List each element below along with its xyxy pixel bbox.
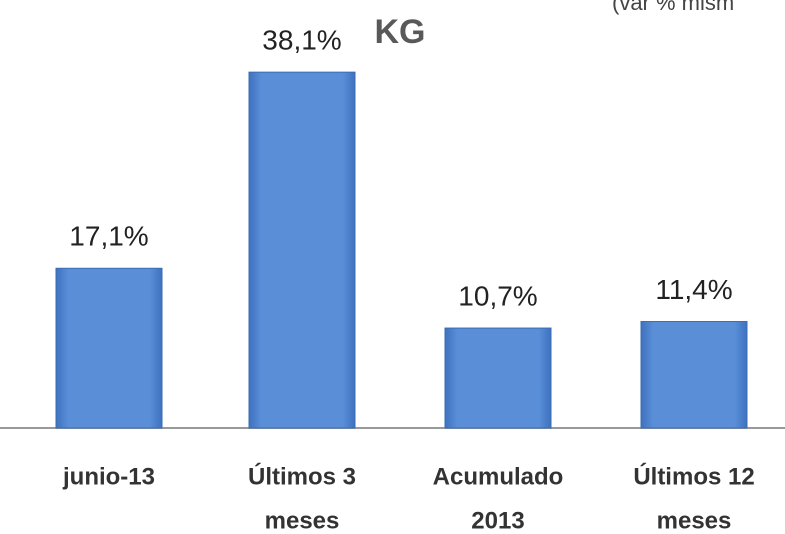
bar xyxy=(55,267,163,429)
bar xyxy=(248,71,356,429)
x-tick-label: meses xyxy=(265,507,340,534)
x-tick-label: meses xyxy=(657,507,732,534)
chart-subtitle: (var % mism xyxy=(612,0,734,15)
x-tick-label: Últimos 12 xyxy=(633,462,754,490)
value-label: 11,4% xyxy=(655,274,732,305)
chart-title: KG xyxy=(375,13,426,51)
value-label: 10,7% xyxy=(458,280,537,311)
value-label: 17,1% xyxy=(69,221,148,252)
x-tick-label: junio-13 xyxy=(62,463,155,490)
value-label: 38,1% xyxy=(262,25,341,56)
x-tick-label: Últimos 3 xyxy=(248,462,356,490)
x-tick-label: Acumulado xyxy=(433,463,564,490)
bar xyxy=(640,321,748,429)
bar xyxy=(444,327,552,429)
x-tick-label: 2013 xyxy=(471,507,524,534)
